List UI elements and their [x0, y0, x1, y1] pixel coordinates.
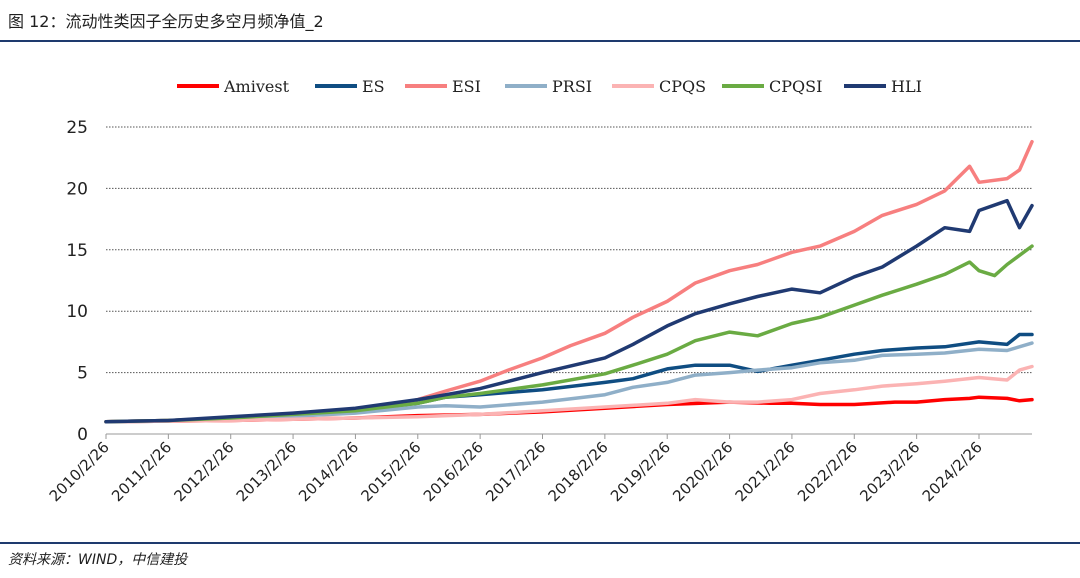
x-tick-label: 2010/2/26 — [46, 438, 113, 505]
legend-label-amivest: Amivest — [223, 77, 290, 96]
x-tick-label: 2019/2/26 — [607, 438, 674, 505]
x-tick-label: 2024/2/26 — [919, 438, 986, 505]
y-tick-label: 25 — [66, 118, 88, 138]
series-line-cpqs — [104, 364, 1034, 424]
y-tick-label: 10 — [66, 302, 88, 322]
x-tick-label: 2014/2/26 — [295, 438, 362, 505]
top-rule — [0, 40, 1080, 42]
x-tick-label: 2012/2/26 — [170, 438, 237, 505]
x-tick-label: 2017/2/26 — [482, 438, 549, 505]
x-tick-label: 2011/2/26 — [108, 438, 175, 505]
legend-label-prsi: PRSI — [552, 77, 592, 96]
y-tick-label: 5 — [77, 364, 88, 384]
y-tick-label: 20 — [66, 179, 88, 199]
line-chart: Amivest ES ESI PRSI CPQS CPQSI HLI 0510152025 … — [46, 77, 1034, 505]
series-lines — [104, 139, 1034, 424]
series-line-prsi — [104, 341, 1034, 424]
legend-label-cpqsi: CPQSI — [769, 77, 822, 96]
legend-label-cpqs: CPQS — [659, 77, 706, 96]
source-note: 资料来源：WIND，中信建投 — [8, 552, 188, 568]
series-line-cpqsi — [104, 244, 1034, 424]
x-tick-label: 2015/2/26 — [357, 438, 424, 505]
y-tick-label: 15 — [66, 241, 88, 261]
y-tick-label: 0 — [77, 425, 88, 445]
grid-lines — [106, 126, 1032, 374]
legend-label-esi: ESI — [452, 77, 481, 96]
y-axis: 0 5 10 15 20 25 — [66, 118, 88, 445]
legend-label-es: ES — [362, 77, 385, 96]
x-tick-label: 2013/2/26 — [233, 438, 300, 505]
chart-legend: Amivest ES ESI PRSI CPQS CPQSI HLI — [177, 77, 922, 96]
bottom-rule — [0, 542, 1080, 544]
series-line-hli — [104, 198, 1034, 424]
x-tick-label: 2022/2/26 — [794, 438, 861, 505]
x-tick-label: 2016/2/26 — [420, 438, 487, 505]
x-tick-label: 2018/2/26 — [545, 438, 612, 505]
legend-label-hli: HLI — [891, 77, 922, 96]
x-tick-label: 2021/2/26 — [732, 438, 799, 505]
x-tick-label: 2023/2/26 — [856, 438, 923, 505]
x-tick-label: 2020/2/26 — [669, 438, 736, 505]
chart-title: 图 12：流动性类因子全历史多空月频净值_2 — [8, 12, 324, 31]
x-axis: 2010/2/262011/2/262012/2/262013/2/262014… — [46, 433, 1032, 505]
